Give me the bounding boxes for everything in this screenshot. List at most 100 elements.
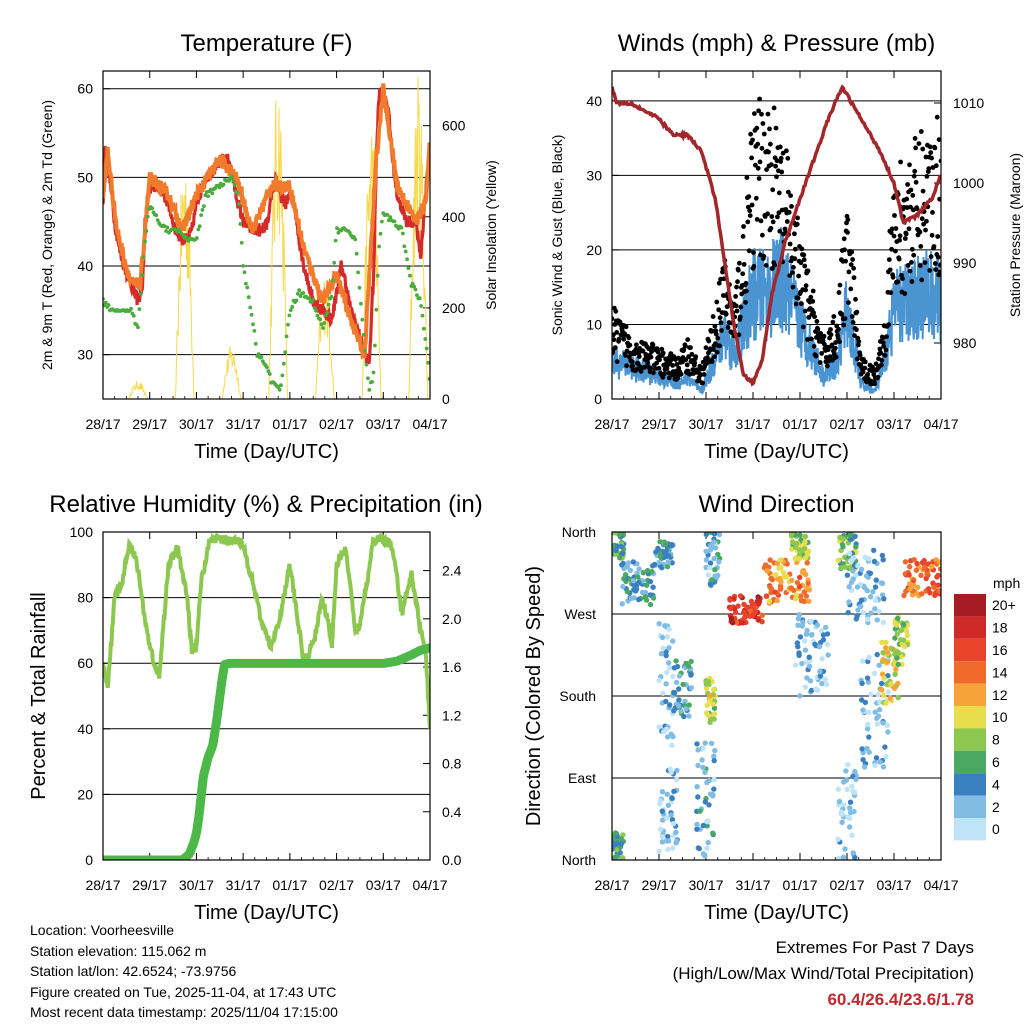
gust-point: [822, 341, 827, 347]
direction-point: [847, 536, 854, 542]
direction-point: [653, 549, 659, 555]
dewpoint-point: [256, 352, 261, 357]
dewpoint-point: [410, 281, 415, 286]
gust-point: [906, 226, 912, 232]
gust-point: [632, 351, 638, 356]
dewpoint-point: [356, 270, 360, 275]
direction-point: [874, 617, 880, 623]
dewpoint-point: [315, 313, 320, 318]
y-tick-label: 30: [77, 347, 93, 363]
direction-point: [686, 713, 692, 719]
direction-point: [628, 595, 634, 602]
direction-point: [664, 791, 670, 797]
x-tick-label: 03/17: [366, 877, 401, 893]
dewpoint-point: [246, 295, 251, 300]
gust-point: [913, 145, 918, 151]
gust-point: [749, 202, 755, 208]
direction-point: [866, 654, 872, 661]
direction-point: [633, 588, 639, 594]
gust-point: [830, 319, 836, 325]
gust-point: [756, 176, 762, 181]
gust-point: [770, 187, 776, 193]
gust-point: [668, 357, 674, 363]
gust-point: [917, 263, 923, 268]
direction-point: [711, 757, 717, 764]
gust-point: [881, 343, 887, 349]
colorbar-label: 10: [992, 709, 1008, 725]
gust-point: [648, 354, 654, 360]
colorbar-label: 4: [992, 776, 1000, 792]
direction-point: [852, 533, 858, 539]
gust-point: [773, 125, 779, 131]
direction-point: [711, 753, 717, 759]
dewpoint-point: [131, 314, 136, 318]
direction-point: [921, 558, 927, 564]
direction-point: [879, 580, 886, 586]
dewpoint-point: [237, 202, 241, 206]
y2-axis-label: Station Pressure (Maroon): [1007, 153, 1023, 317]
gust-point: [810, 298, 816, 304]
gust-point: [909, 260, 914, 265]
direction-point: [671, 690, 678, 696]
direction-point: [918, 572, 924, 579]
gust-point: [878, 350, 884, 356]
direction-point: [728, 615, 735, 622]
gust-point: [714, 299, 720, 305]
y-tick-label: South: [559, 688, 596, 704]
dewpoint-point: [419, 304, 423, 308]
direction-point: [712, 567, 718, 573]
gust-point: [845, 217, 851, 223]
direction-point: [929, 563, 935, 570]
direction-point: [866, 556, 872, 562]
gust-point: [934, 114, 940, 120]
direction-point: [838, 565, 845, 571]
direction-point: [903, 588, 909, 594]
direction-point: [634, 582, 640, 588]
gust-point: [853, 296, 858, 302]
gust-point: [909, 246, 915, 252]
direction-point: [835, 557, 842, 563]
gust-point: [766, 149, 771, 155]
direction-point: [842, 846, 848, 852]
gust-point: [777, 144, 783, 150]
direction-point: [823, 624, 829, 631]
direction-point: [817, 673, 824, 679]
x-axis-label: Time (Day/UTC): [194, 902, 339, 924]
direction-point: [794, 640, 800, 646]
gust-point: [754, 217, 760, 222]
colorbar-label: 2: [992, 799, 1000, 815]
direction-point: [797, 693, 803, 699]
direction-point: [901, 637, 907, 643]
direction-point: [711, 687, 717, 693]
dewpoint-point: [399, 225, 404, 230]
gust-point: [678, 371, 684, 377]
gust-point: [661, 371, 667, 377]
gust-point: [703, 345, 709, 351]
gust-point: [760, 121, 766, 126]
gust-point: [880, 335, 886, 341]
y2-tick-label: 0.8: [442, 756, 462, 772]
direction-point: [797, 634, 804, 640]
gust-point: [712, 354, 717, 359]
dewpoint-point: [266, 369, 271, 374]
gust-point: [745, 204, 751, 210]
direction-point: [751, 601, 757, 607]
direction-point: [728, 605, 734, 612]
direction-point: [688, 671, 694, 677]
direction-point: [853, 544, 859, 550]
dewpoint-point: [283, 350, 288, 355]
y-tick-label: 50: [77, 169, 93, 185]
x-axis-label: Time (Day/UTC): [194, 441, 339, 463]
gust-point: [633, 346, 639, 352]
direction-point: [711, 532, 718, 537]
gust-point: [790, 270, 795, 275]
gust-point: [923, 227, 928, 233]
direction-point: [712, 747, 718, 754]
direction-point: [884, 722, 891, 728]
panel-title: Wind Direction: [698, 491, 854, 518]
direction-point: [705, 712, 712, 719]
gust-point: [849, 314, 855, 319]
dewpoint-point: [155, 218, 160, 223]
direction-point: [841, 802, 847, 808]
direction-point: [674, 767, 680, 774]
